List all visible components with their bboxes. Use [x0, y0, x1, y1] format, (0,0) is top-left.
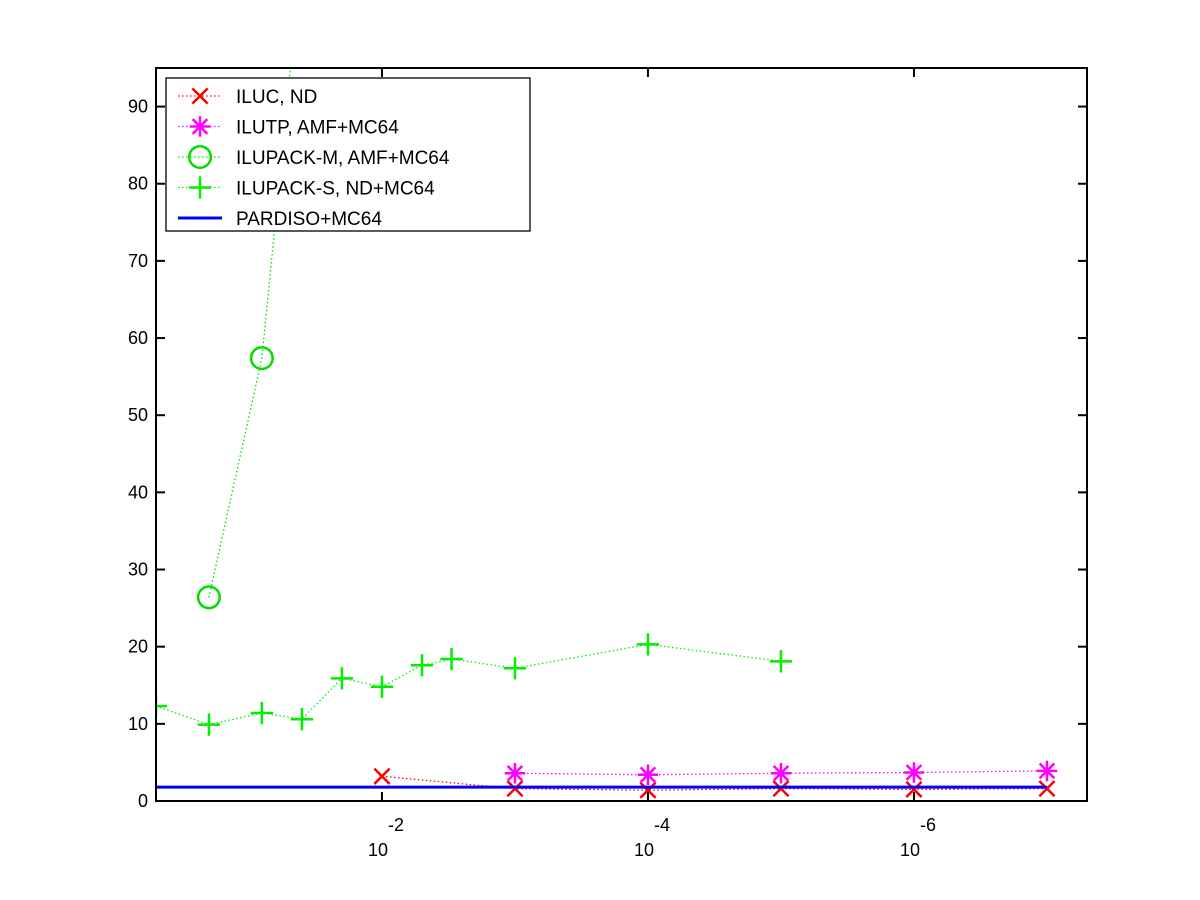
legend-entry-2: ILUTP, AMF+MC64: [178, 116, 399, 139]
series-4-point-1: [156, 694, 168, 718]
legend-swatch-marker-1: [191, 87, 209, 105]
series-4-point-8: [440, 647, 463, 671]
y-tick-label-10: 10: [128, 714, 148, 734]
y-tick-label-0: 0: [138, 791, 148, 811]
legend-label-5: PARDISO+MC64: [236, 209, 382, 230]
series-1-point-1: [373, 767, 391, 785]
y-tick-label-90: 90: [128, 97, 148, 117]
legend-swatch-marker-3: [187, 144, 213, 170]
series-3-point-1: [196, 585, 221, 610]
series-4: [156, 633, 793, 736]
y-tick-label-30: 30: [128, 560, 148, 580]
series-1-point-5: [905, 780, 923, 798]
series-4-point-10: [636, 633, 660, 656]
series-2-point-3: [770, 762, 792, 784]
legend-entry-4: ILUPACK-S, ND+MC64: [178, 176, 435, 200]
series-2-point-1: [504, 762, 526, 784]
series-3-point-2: [249, 346, 274, 371]
series-1-point-2: [506, 780, 524, 798]
series-4-point-7: [410, 654, 434, 677]
x-tick-base-1: 10: [368, 840, 388, 860]
legend-label-3: ILUPACK-M, AMF+MC64: [236, 148, 450, 169]
x-tick-exponent-1: -2: [388, 815, 404, 835]
series-4-point-5: [330, 667, 354, 690]
series-layer: [156, 68, 1058, 799]
legend-entry-1: ILUC, ND: [178, 87, 317, 108]
y-tick-label-40: 40: [128, 482, 148, 502]
legend-swatch-marker-2: [189, 116, 211, 137]
series-4-point-2: [197, 713, 221, 736]
series-2: [504, 760, 1058, 786]
series-1-point-6: [1038, 780, 1056, 798]
series-4-point-11: [769, 650, 793, 673]
y-tick-label-80: 80: [128, 174, 148, 194]
series-4-point-9: [503, 657, 527, 680]
axes-frame: [155, 67, 1088, 802]
series-1: [373, 767, 1056, 799]
series-2-line: [514, 770, 1048, 776]
legend-entry-3: ILUPACK-M, AMF+MC64: [178, 144, 450, 170]
series-4-point-3: [250, 701, 274, 725]
series-1-line: [381, 775, 1048, 791]
legend-label-4: ILUPACK-S, ND+MC64: [236, 179, 435, 200]
legend-label-1: ILUC, ND: [236, 87, 317, 108]
x-tick-base-3: 10: [900, 840, 920, 860]
series-4-point-4: [290, 708, 314, 731]
series-2-point-4: [903, 762, 925, 783]
series-2-point-5: [1036, 760, 1058, 782]
legend-swatch-marker-4: [188, 176, 212, 199]
legend: ILUC, ND ILUTP, AMF+MC64 ILUPACK-M, AMF+MC…: [165, 77, 531, 232]
y-tick-label-50: 50: [128, 405, 148, 425]
series-2-point-2: [637, 764, 659, 786]
legend-label-2: ILUTP, AMF+MC64: [236, 118, 399, 139]
legend-box: [165, 77, 531, 232]
y-tick-label-20: 20: [128, 637, 148, 657]
y-tick-label-70: 70: [128, 251, 148, 271]
series-1-point-4: [772, 780, 790, 798]
x-tick-exponent-3: -6: [920, 815, 936, 835]
y-tick-label-60: 60: [128, 328, 148, 348]
legend-entry-5: PARDISO+MC64: [178, 209, 382, 230]
x-tick-exponent-2: -4: [654, 815, 670, 835]
series-4-point-6: [370, 675, 394, 698]
x-tick-base-2: 10: [634, 840, 654, 860]
